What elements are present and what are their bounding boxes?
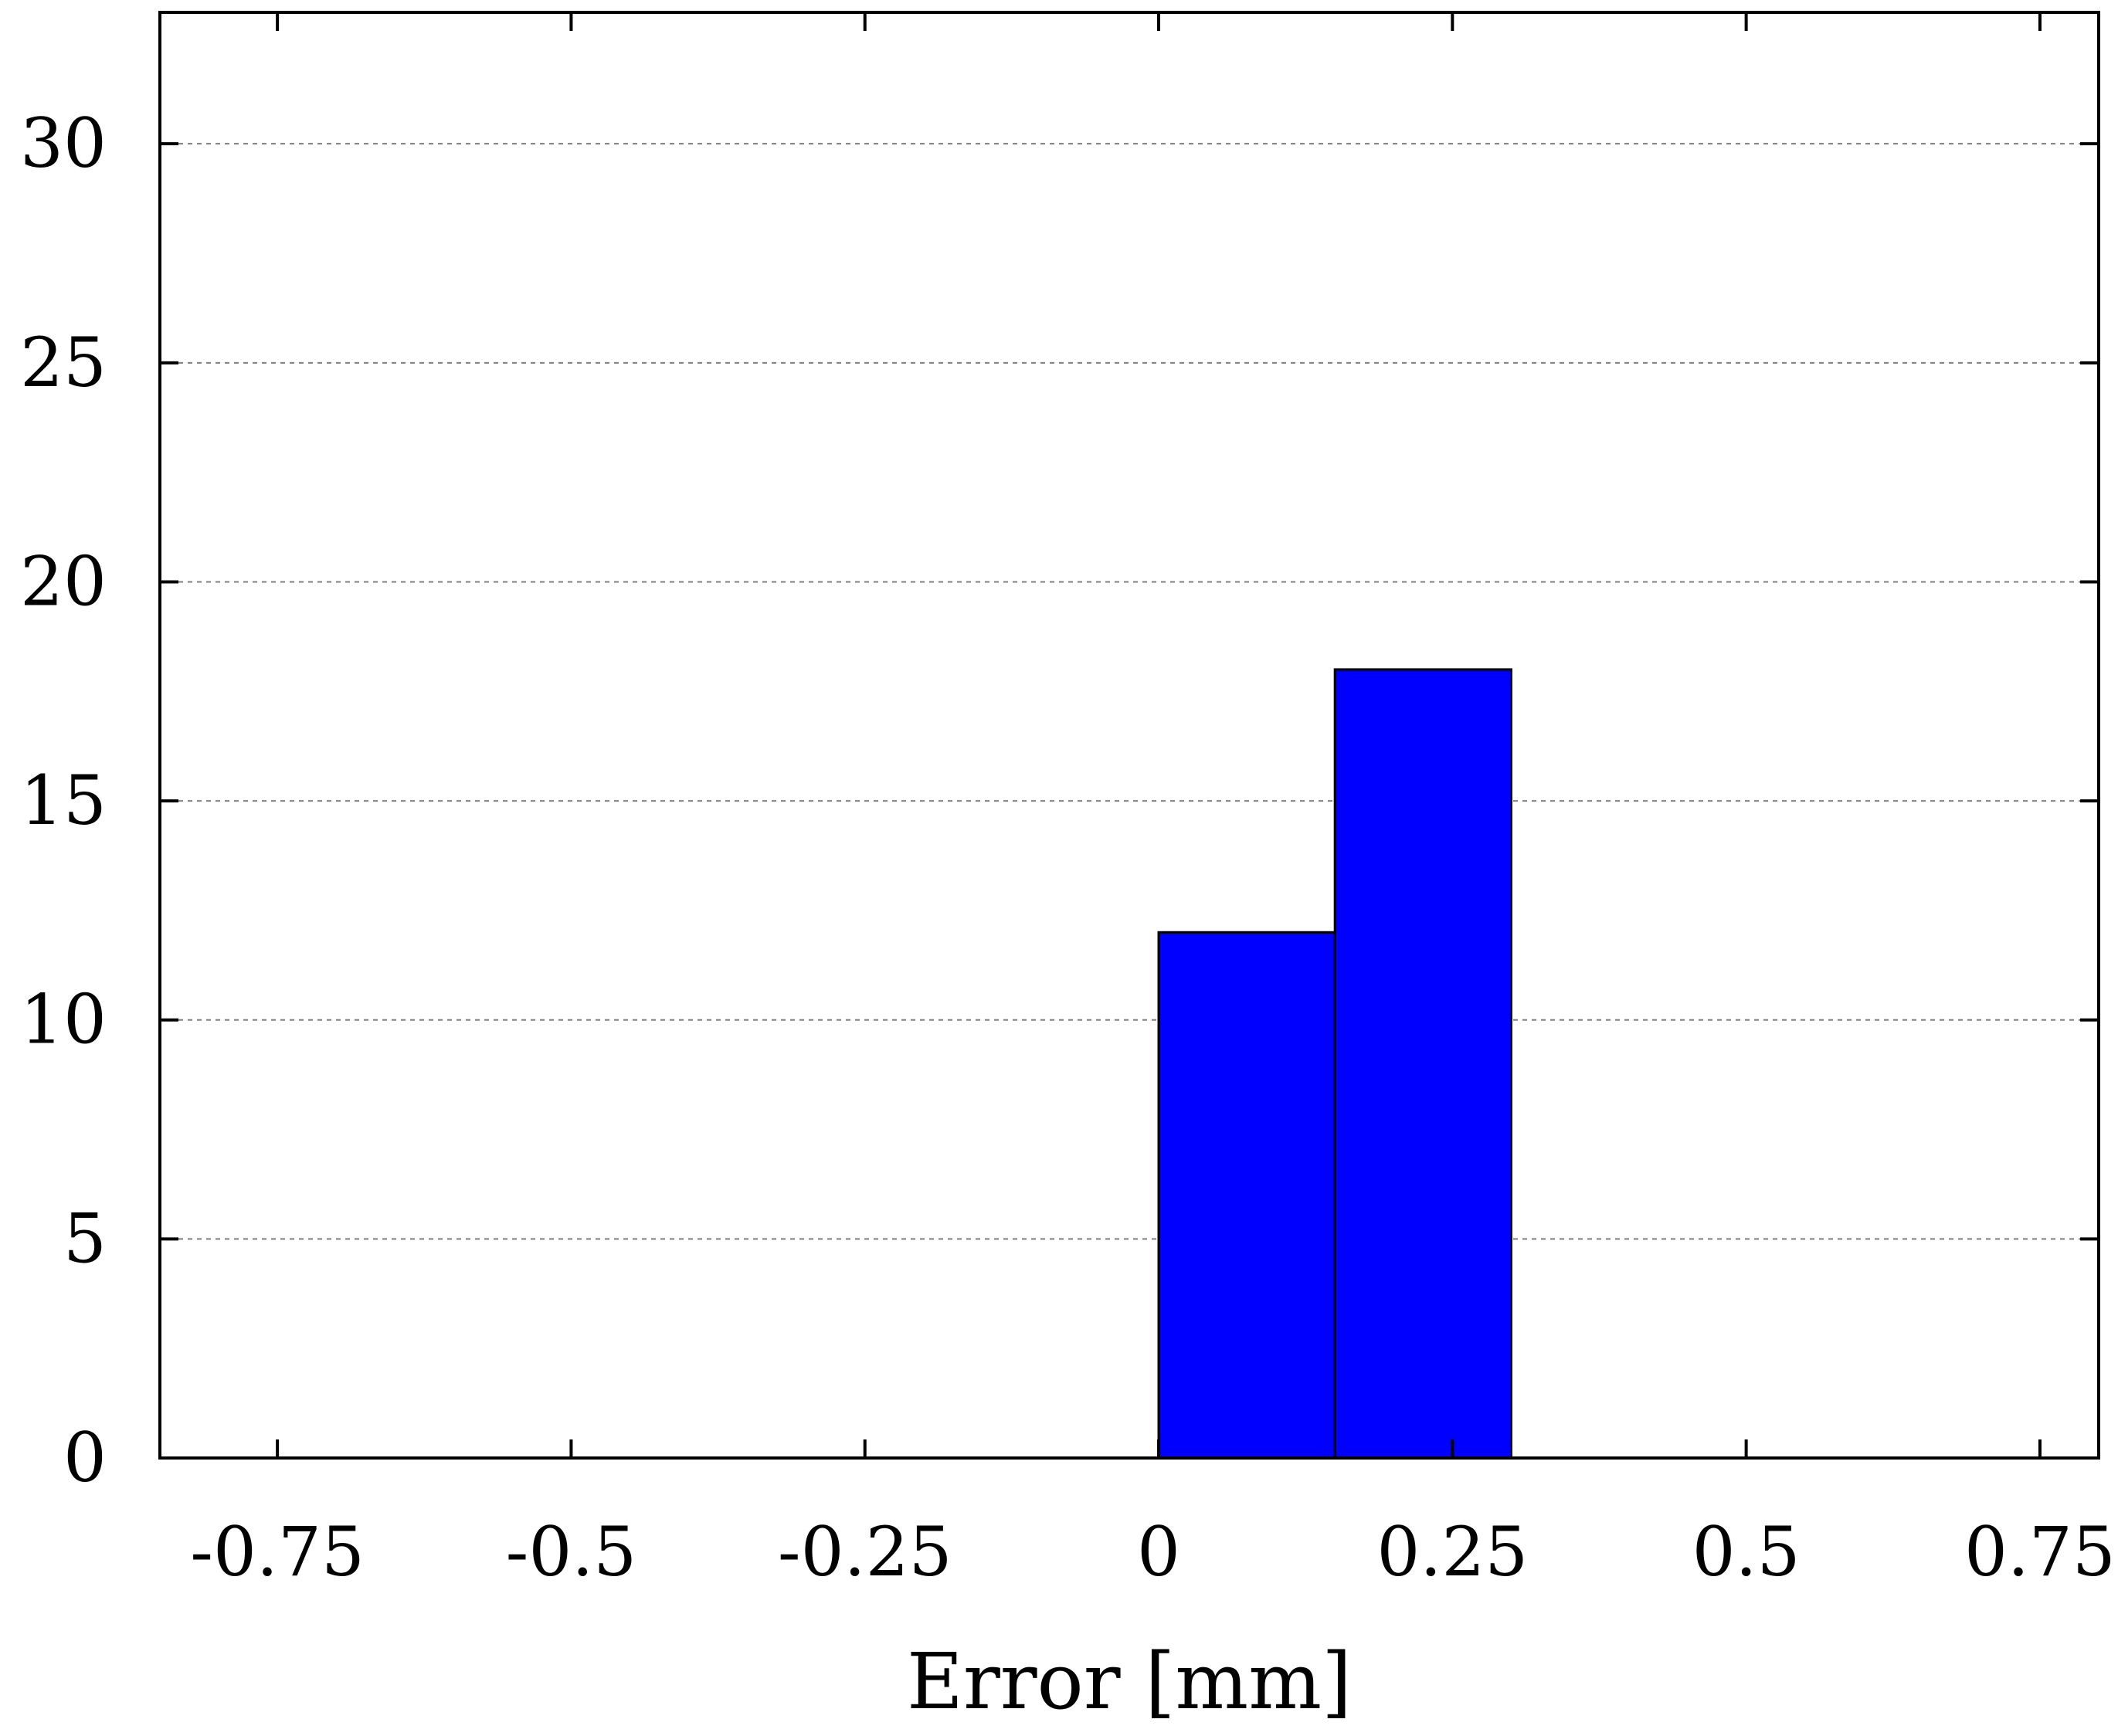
x-tick-label: -0.75 <box>190 1512 365 1592</box>
y-axis-tick-labels: 0 5 10 15 20 25 30 <box>20 103 107 1497</box>
plot-area-frame <box>158 11 2100 1460</box>
histogram-bars <box>1157 668 1512 1460</box>
x-tick-label: 0 <box>1137 1512 1180 1592</box>
x-axis-tick-labels: -0.75 -0.5 -0.25 0 0.25 0.5 0.75 <box>190 1512 2116 1592</box>
y-tick-label: 0 <box>63 1418 107 1497</box>
y-tick-label: 5 <box>63 1199 107 1278</box>
y-tick-label: 20 <box>20 541 107 621</box>
x-tick-label: 0.25 <box>1376 1512 1528 1592</box>
x-axis-label: Error [mm] <box>907 1636 1352 1727</box>
y-tick-label: 15 <box>20 761 107 840</box>
x-tick-label: 0.5 <box>1692 1512 1801 1592</box>
x-tick-label: -0.25 <box>778 1512 952 1592</box>
histogram-bar <box>1333 668 1512 1460</box>
y-tick-label: 30 <box>20 103 107 183</box>
x-tick-label: 0.75 <box>1964 1512 2116 1592</box>
y-tick-label: 25 <box>20 323 107 402</box>
tick-marks <box>160 12 2099 1460</box>
y-tick-label: 10 <box>20 980 107 1060</box>
x-tick-label: -0.5 <box>506 1512 637 1592</box>
grid-lines <box>160 143 2099 1240</box>
histogram-bar <box>1157 931 1336 1460</box>
